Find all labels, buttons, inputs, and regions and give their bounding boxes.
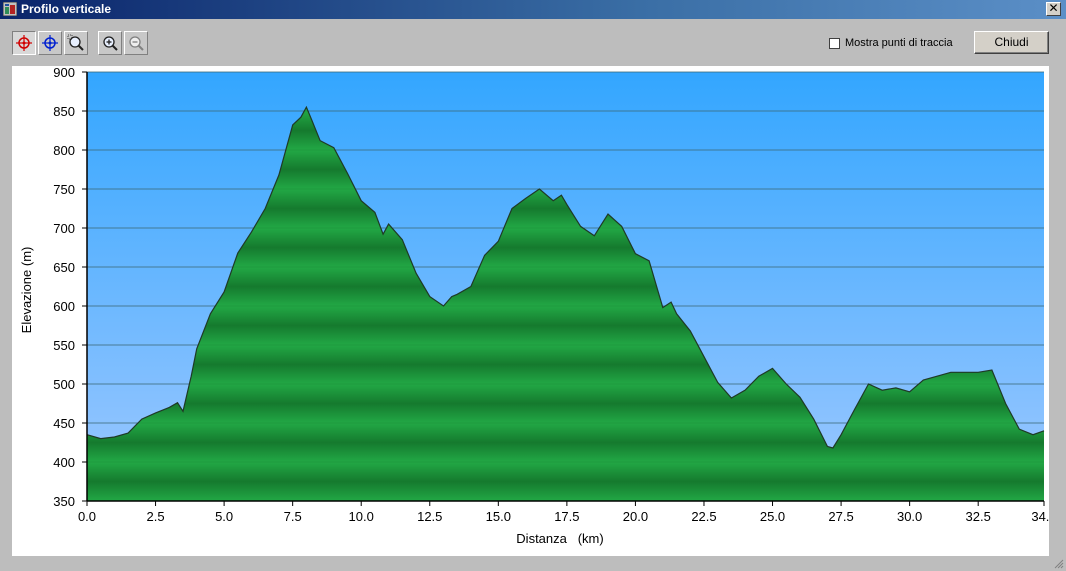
y-tick-label: 450 (53, 416, 75, 431)
x-tick-label: 17.5 (554, 509, 579, 524)
crosshair-red-icon (16, 35, 32, 51)
y-tick-label: 800 (53, 143, 75, 158)
x-tick-label: 10.0 (349, 509, 374, 524)
x-axis-ticks: 0.0 2.5 5.0 7.5 10.0 12.5 15.0 17.5 20.0 22.5 25.0… (78, 501, 1049, 524)
zoom-in-icon (103, 36, 118, 51)
y-tick-label: 700 (53, 221, 75, 236)
crosshair-blue-icon (42, 35, 58, 51)
y-tick-label: 350 (53, 494, 75, 509)
zoom-in-button[interactable] (98, 31, 122, 55)
zoom-window-icon (67, 34, 84, 51)
x-axis-label: Distanza (km) (516, 531, 603, 546)
x-tick-label: 7.5 (284, 509, 302, 524)
x-tick-label: 15.0 (486, 509, 511, 524)
y-tick-label: 850 (53, 104, 75, 119)
zoom-out-icon (129, 36, 144, 51)
window-title: Profilo verticale (21, 2, 112, 16)
checkbox-box[interactable] (829, 37, 840, 49)
elevation-line (86, 105, 1045, 449)
close-button[interactable]: Chiudi (974, 31, 1049, 54)
x-tick-label: 0.0 (78, 509, 96, 524)
zoom-window-button[interactable] (64, 31, 88, 55)
y-axis-ticks: 350 400 450 500 550 600 650 700 750 800 850 900 (53, 66, 87, 509)
chart-panel: 350 400 450 500 550 600 650 700 750 800 850 900 0.0… (12, 66, 1049, 556)
x-tick-label: 12.5 (417, 509, 442, 524)
x-tick-label: 22.5 (691, 509, 716, 524)
crosshair-blue-button[interactable] (38, 31, 62, 55)
resize-grip-icon[interactable] (1052, 557, 1064, 569)
y-axis-label: Elevazione (m) (19, 247, 34, 334)
title-bar[interactable]: Profilo verticale ✕ (0, 0, 1066, 19)
window-close-button[interactable]: ✕ (1046, 2, 1061, 16)
x-tick-label: 27.5 (828, 509, 853, 524)
x-tick-label: 20.0 (623, 509, 648, 524)
x-tick-label: 34.9 (1031, 509, 1049, 524)
zoom-out-button[interactable] (124, 31, 148, 55)
app-icon (3, 2, 17, 16)
elevation-area (87, 107, 1044, 501)
x-tick-label: 25.0 (760, 509, 785, 524)
show-track-points-label: Mostra punti di traccia (845, 37, 953, 49)
close-icon: ✕ (1048, 1, 1059, 15)
x-tick-label: 30.0 (897, 509, 922, 524)
elevation-profile-chart[interactable]: 350 400 450 500 550 600 650 700 750 800 850 900 0.0… (12, 66, 1049, 556)
y-tick-label: 750 (53, 182, 75, 197)
y-tick-label: 500 (53, 377, 75, 392)
x-tick-label: 32.5 (966, 509, 991, 524)
x-tick-label: 5.0 (215, 509, 233, 524)
y-tick-label: 900 (53, 66, 75, 80)
y-tick-label: 650 (53, 260, 75, 275)
y-tick-label: 600 (53, 299, 75, 314)
show-track-points-checkbox[interactable]: Mostra punti di traccia (829, 37, 953, 49)
crosshair-red-button[interactable] (12, 31, 36, 55)
x-tick-label: 2.5 (147, 509, 165, 524)
y-tick-label: 400 (53, 455, 75, 470)
y-tick-label: 550 (53, 338, 75, 353)
